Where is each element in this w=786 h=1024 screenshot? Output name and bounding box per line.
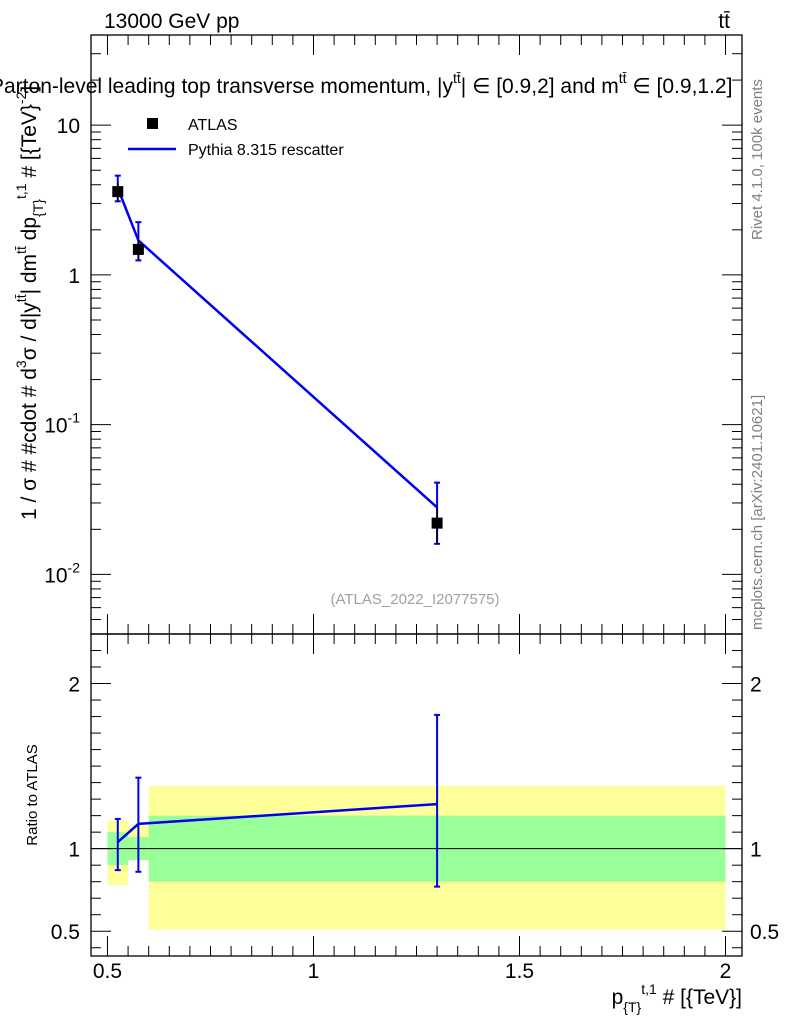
ylabel-part-1: 3	[13, 360, 29, 368]
main-y-tick-base: 1	[68, 265, 80, 288]
ylabel-part-2: σ / d|y	[18, 302, 41, 361]
x-tick-label: 0.5	[93, 960, 122, 983]
energy-label: 13000 GeV pp	[104, 10, 239, 33]
legend-label-atlas: ATLAS	[188, 117, 238, 134]
atlas-data-point	[431, 517, 443, 529]
ratio-y-tick-label-left: 0.5	[51, 921, 80, 944]
ratio-tick-layer: 0.5 0.5 1 1 2 2 0.5 1 1.5 2	[51, 634, 779, 983]
main-y-tick-exponent: -2	[68, 559, 81, 575]
main-y-tick-base: 10	[44, 564, 67, 587]
legend: ATLAS Pythia 8.315 rescatter	[128, 117, 344, 159]
main-series-layer	[112, 174, 443, 545]
title-sup-1: tt̄	[453, 70, 461, 86]
ratio-y-tick-label-right: 1	[750, 839, 762, 862]
ylabel-part-9: # [{TeV}	[18, 104, 41, 183]
main-y-tick-base: 10	[44, 415, 67, 438]
title-sup-2: tt̄	[619, 70, 627, 86]
ylabel-part-7: {T}	[30, 199, 46, 217]
title-part-3: ∈ [0.9,1.2]	[627, 75, 733, 98]
title-part-2: | ∈ [0.9,2] and m	[461, 75, 619, 98]
ylabel-part-0: 1 / σ # #cdot # d	[18, 368, 41, 520]
ylabel-part-5: tt̄	[13, 246, 29, 254]
ylabel-part-6: dp	[18, 217, 41, 246]
ratio-y-axis-label: Ratio to ATLAS	[24, 744, 41, 845]
main-y-tick-label: 10	[57, 115, 80, 138]
title-part-1: Parton-level leading top transverse mome…	[0, 75, 454, 98]
ratio-y-tick-label-left: 1	[68, 839, 80, 862]
xlabel-part-3: # [{TeV}]	[657, 986, 742, 1009]
ylabel-part-11: ]	[18, 86, 41, 92]
main-y-axis-label: 1 / σ # #cdot # d3σ / d|ytt̄| dmtt̄ dp{T…	[13, 86, 46, 520]
xlabel-part-1: {T}	[623, 999, 641, 1015]
main-y-tick-exponent: -1	[68, 410, 81, 426]
ratio-series-layer	[114, 713, 441, 888]
main-y-tick-label: 10-2	[44, 559, 80, 587]
source-label: mcplots.cern.ch [arXiv:2401.10621]	[749, 395, 766, 630]
main-plot-title: Parton-level leading top transverse mome…	[0, 70, 732, 98]
legend-label-pythia: Pythia 8.315 rescatter	[188, 142, 344, 159]
main-y-tick-label: 1	[68, 265, 80, 288]
ratio-band-layer	[91, 785, 742, 930]
analysis-watermark: (ATLAS_2022_I2077575)	[330, 591, 499, 608]
x-tick-label: 1	[308, 960, 320, 983]
xlabel-part-2: t,1	[641, 981, 657, 997]
ratio-y-tick-label-right: 2	[750, 674, 762, 697]
ylabel-part-10: -2	[13, 91, 29, 104]
xlabel-part-0: p	[612, 986, 624, 1009]
legend-marker-atlas	[147, 118, 158, 129]
atlas-data-point	[132, 243, 144, 255]
ylabel-part-3: tt̄	[13, 294, 29, 302]
ylabel-part-4: | dm	[18, 254, 41, 294]
main-y-tick-base: 10	[57, 115, 80, 138]
main-y-tick-label: 10-1	[44, 410, 80, 438]
x-tick-label: 2	[720, 960, 732, 983]
rivet-label: Rivet 4.1.0, 100k events	[749, 79, 766, 240]
atlas-data-point	[112, 186, 124, 198]
process-label: tt̄	[718, 10, 730, 33]
x-axis-label: p{T}t,1 # [{TeV}]	[612, 981, 742, 1015]
mc-line	[116, 187, 438, 509]
ratio-plot-frame	[90, 633, 743, 957]
ratio-y-tick-label-right: 0.5	[750, 921, 779, 944]
ratio-y-tick-label-left: 2	[68, 674, 80, 697]
x-tick-label: 1.5	[505, 960, 534, 983]
ylabel-part-8: t,1	[13, 183, 29, 199]
